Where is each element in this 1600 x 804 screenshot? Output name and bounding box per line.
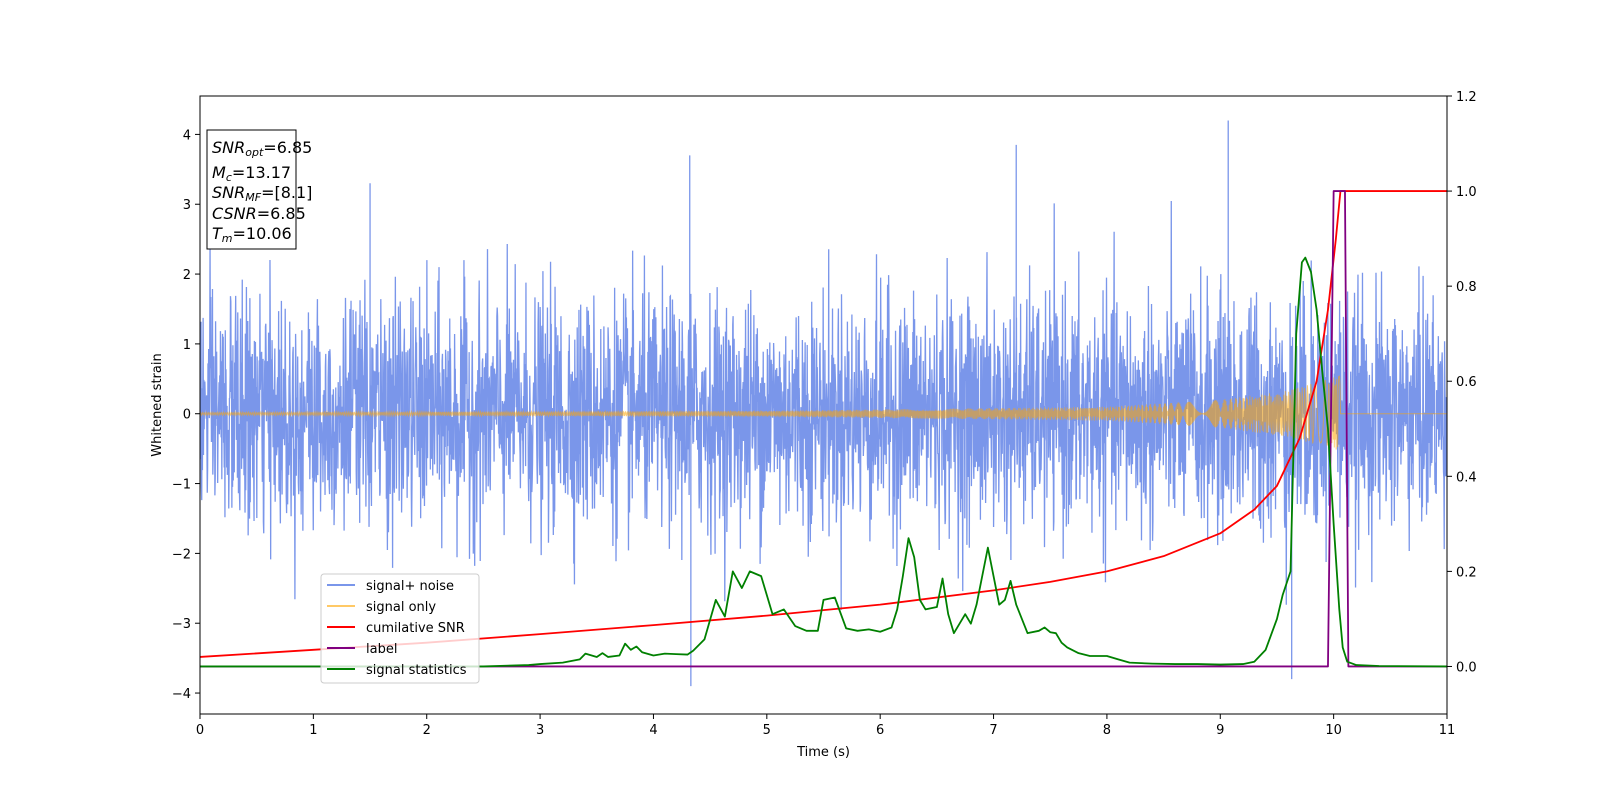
- x-axis-label: Time (s): [796, 745, 850, 760]
- y2-tick-label: 0.2: [1456, 565, 1477, 580]
- annot-snr-mf: SNRMF=[8.1]: [212, 183, 312, 204]
- x-tick-label: 9: [1216, 723, 1224, 738]
- x-tick-label: 4: [649, 723, 657, 738]
- series-layer: [200, 120, 1447, 687]
- x-tick-label: 2: [423, 723, 431, 738]
- legend-label-signal-noise: signal+ noise: [366, 579, 454, 594]
- annot-mc: Mc=13.17: [212, 163, 291, 184]
- y2-tick-label: 0.4: [1456, 470, 1477, 485]
- y-tick-label: 2: [183, 268, 191, 283]
- y-tick-label: −1: [172, 478, 191, 493]
- y2-tick-label: 0.8: [1456, 280, 1477, 295]
- y2-tick-label: 0.0: [1456, 660, 1477, 675]
- y-axis-label: Whitened strain: [150, 353, 165, 456]
- x-tick-label: 8: [1103, 723, 1111, 738]
- x-tick-label: 6: [876, 723, 884, 738]
- annot-tm: Tm=10.06: [212, 224, 292, 245]
- y-tick-label: 3: [183, 198, 191, 213]
- y2-tick-label: 0.6: [1456, 375, 1477, 390]
- legend-label-signal-statistics: signal statistics: [366, 663, 467, 678]
- x-tick-label: 5: [763, 723, 771, 738]
- legend-label-cumulative-snr: cumilative SNR: [366, 621, 465, 636]
- y-tick-label: −4: [172, 687, 191, 702]
- x-tick-label: 3: [536, 723, 544, 738]
- y-tick-label: 4: [183, 128, 191, 143]
- annot-csnr: CSNR=6.85: [212, 204, 306, 223]
- legend: signal+ noise signal only cumilative SNR…: [320, 573, 480, 684]
- x-tick-label: 1: [309, 723, 317, 738]
- series-label: [200, 190, 1447, 668]
- x-tick-label: 0: [196, 723, 204, 738]
- legend-label-label: label: [366, 642, 397, 657]
- x-tick-label: 11: [1439, 723, 1456, 738]
- y-tick-label: 0: [183, 408, 191, 423]
- y2-tick-label: 1.2: [1456, 90, 1477, 105]
- plot-frame: [199, 95, 1448, 715]
- series-signal-statistics: [200, 256, 1447, 668]
- y-tick-label: −2: [172, 547, 191, 562]
- y-tick-label: 1: [183, 338, 191, 353]
- legend-label-signal-only: signal only: [366, 600, 436, 615]
- annot-snr-opt: SNRopt=6.85: [212, 138, 312, 159]
- annotation-box: SNRopt=6.85 Mc=13.17 SNRMF=[8.1] CSNR=6.…: [206, 129, 312, 250]
- y2-tick-label: 1.0: [1456, 185, 1477, 200]
- axis-layer: 0 1 2 3 4 5 6 7 8 9 10 11 −4 −3 −2 −1 0 1 2 3 4 0.0 0.2 0.4 0.6 0…: [172, 90, 1477, 738]
- series-cumulative-snr: [200, 190, 1447, 658]
- x-tick-label: 10: [1325, 723, 1342, 738]
- y-tick-label: −3: [172, 617, 191, 632]
- series-signal-only: [200, 375, 1447, 450]
- x-tick-label: 7: [989, 723, 997, 738]
